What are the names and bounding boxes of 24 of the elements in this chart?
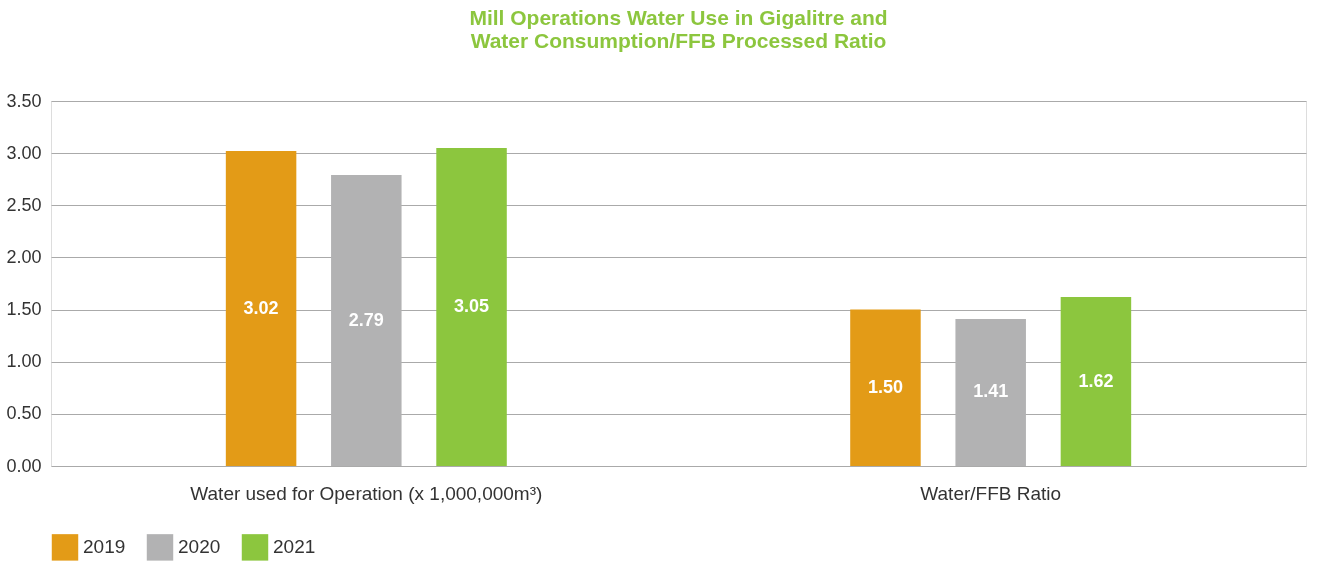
data-label: 3.05 <box>454 295 490 316</box>
data-label: 3.02 <box>243 297 279 318</box>
legend-label: 2020 <box>178 536 221 558</box>
y-tick-label: 3.00 <box>6 142 42 163</box>
data-label: 1.50 <box>867 376 903 397</box>
data-label: 2.79 <box>348 309 384 330</box>
legend-label: 2019 <box>83 536 126 558</box>
y-tick-label: 0.50 <box>6 403 42 424</box>
x-tick-label: Water used for Operation (x 1,000,000m³) <box>190 482 543 504</box>
bar <box>225 151 297 466</box>
bar <box>850 309 921 466</box>
chart-title: Mill Operations Water Use in Gigalitre and Water Consumption/FFB Processed Ratio <box>469 6 888 52</box>
y-tick-label: 0.00 <box>6 455 42 476</box>
y-tick-label: 2.00 <box>6 246 42 267</box>
y-tick-label: 1.00 <box>6 351 42 372</box>
bar <box>1060 297 1132 466</box>
bar <box>436 147 507 466</box>
data-label: 1.62 <box>1078 370 1114 391</box>
x-tick-label: Water/FFB Ratio <box>920 482 1062 504</box>
y-tick-label: 2.50 <box>6 194 42 215</box>
legend-label: 2021 <box>273 536 316 558</box>
y-tick-label: 1.50 <box>6 299 42 320</box>
data-label: 1.41 <box>973 381 1009 402</box>
y-tick-label: 3.50 <box>6 90 42 111</box>
